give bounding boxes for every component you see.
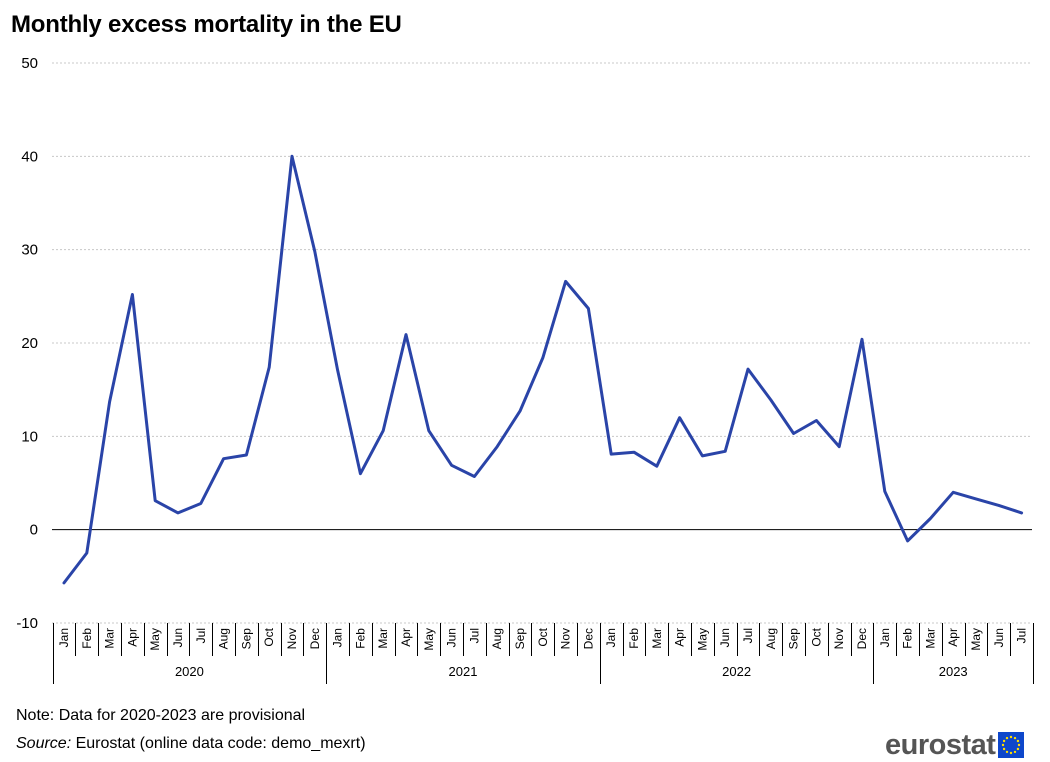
month-tick-label: Mar: [103, 628, 117, 649]
month-tick-label: Aug: [764, 628, 778, 649]
year-tick-label: 2020: [175, 664, 204, 679]
eu-flag-star: [1017, 747, 1020, 751]
year-tick-label: 2021: [449, 664, 478, 679]
month-tick-label: Oct: [536, 627, 550, 646]
y-tick-label: 40: [21, 148, 38, 165]
month-tick-label: Jul: [1015, 628, 1029, 643]
month-tick-label: Jun: [992, 628, 1006, 647]
chart-title: Monthly excess mortality in the EU: [11, 11, 402, 38]
eu-flag-star: [1010, 735, 1013, 739]
month-tick-label: Mar: [650, 628, 664, 649]
year-tick-label: 2022: [722, 664, 751, 679]
x-axis: Jan Feb Mar Apr May Jun Jul Aug Sep Oct Nov Dec Jan F…: [52, 529, 1034, 684]
month-tick-label: Jun: [171, 628, 185, 647]
month-tick-label: Dec: [308, 628, 322, 649]
month-tick-label: May: [422, 628, 436, 651]
eu-flag-star: [1014, 750, 1017, 754]
eu-flag-star: [1017, 739, 1020, 743]
month-tick-label: Feb: [353, 628, 367, 649]
month-tick-label: Nov: [832, 628, 846, 649]
month-tick-label: May: [148, 628, 162, 651]
eu-flag-star: [1002, 743, 1005, 747]
month-tick-label: Nov: [559, 628, 573, 649]
month-tick-label: Feb: [80, 628, 94, 649]
month-tick-label: Feb: [627, 628, 641, 649]
month-tick-label: Jan: [57, 628, 71, 647]
eu-flag-star: [1003, 747, 1006, 751]
series-line: [62, 154, 1024, 585]
y-tick-label: 0: [30, 522, 38, 539]
eu-flag-icon: [998, 732, 1025, 758]
eurostat-logo-text: eurostat: [885, 729, 996, 761]
month-tick-label: Feb: [901, 628, 915, 649]
year-tick-label: 2023: [939, 664, 968, 679]
y-tick-label: 50: [21, 55, 38, 72]
month-tick-label: Jul: [741, 628, 755, 643]
eu-flag-star: [1018, 743, 1021, 747]
month-tick-label: Dec: [855, 628, 869, 649]
y-tick-label: 30: [21, 242, 38, 259]
source-text: Eurostat (online data code: demo_mexrt): [71, 735, 366, 752]
month-tick-label: Apr: [399, 628, 413, 647]
month-tick-label: Aug: [490, 628, 504, 649]
month-tick-label: Jan: [878, 628, 892, 647]
month-tick-label: Apr: [946, 628, 960, 647]
eu-flag-star: [1006, 736, 1009, 740]
line-chart: 50 40 30 20 10 0 -10 Jan Feb Mar Apr May Jun Jul Aug S…: [16, 55, 1034, 684]
source-label: Source:: [16, 735, 72, 752]
month-tick-label: Mar: [923, 628, 937, 649]
eu-flag-star: [1014, 736, 1017, 740]
chart-note: Note: Data for 2020-2023 are provisional: [16, 707, 306, 724]
month-tick-label: May: [695, 628, 709, 651]
month-tick-label: Jun: [445, 628, 459, 647]
eu-flag-star: [1006, 750, 1009, 754]
eu-flag-star: [1003, 739, 1006, 743]
y-axis-tick-labels: 50 40 30 20 10 0 -10: [16, 55, 38, 632]
gridlines: [52, 62, 1032, 624]
y-tick-label: 10: [21, 428, 38, 445]
month-tick-label: Apr: [125, 628, 139, 647]
month-tick-label: Jul: [194, 628, 208, 643]
month-tick-label: Dec: [581, 628, 595, 649]
y-tick-label: -10: [16, 615, 38, 632]
month-tick-label: Oct: [262, 627, 276, 646]
chart-source: Source: Eurostat (online data code: demo…: [16, 735, 366, 753]
month-tick-label: Jan: [604, 628, 618, 647]
month-tick-label: Oct: [809, 627, 823, 646]
eu-flag-star: [1010, 751, 1013, 755]
eurostat-logo: eurostat: [885, 729, 1025, 761]
month-tick-label: Jan: [331, 628, 345, 647]
month-tick-label: Nov: [285, 628, 299, 649]
month-tick-label: May: [969, 628, 983, 651]
month-tick-label: Apr: [673, 628, 687, 647]
series-group: [62, 154, 1024, 585]
month-tick-label: Sep: [787, 628, 801, 650]
y-tick-label: 20: [21, 335, 38, 352]
month-tick-label: Sep: [513, 628, 527, 650]
month-tick-label: Sep: [239, 628, 253, 650]
month-tick-label: Mar: [376, 628, 390, 649]
month-tick-label: Aug: [217, 628, 231, 649]
month-tick-label: Jun: [718, 628, 732, 647]
month-tick-label: Jul: [467, 628, 481, 643]
